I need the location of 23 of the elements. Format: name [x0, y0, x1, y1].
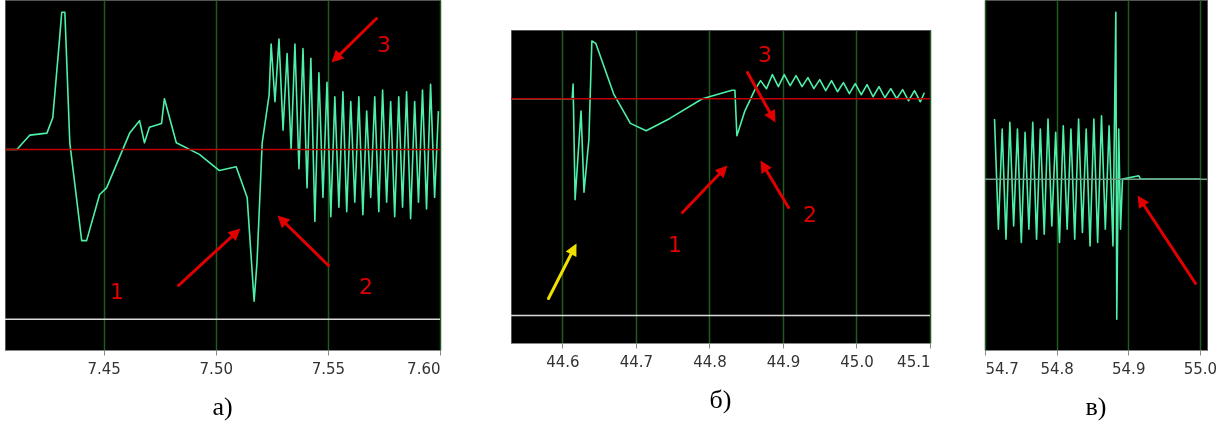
x-tick-label: 54.9	[1112, 359, 1146, 378]
x-tick-label: 54.7	[985, 359, 1019, 378]
annotation: 1	[110, 279, 124, 304]
annotation: 3	[377, 32, 391, 57]
x-tick-label: 44.8	[693, 352, 727, 371]
x-tick-label: 44.6	[546, 352, 580, 371]
x-tick-label: 44.7	[619, 352, 654, 371]
x-tick-label: 7.45	[87, 359, 121, 378]
text: 1	[668, 232, 682, 257]
x-tick-label: 45.1	[897, 352, 931, 371]
text: а)	[212, 392, 233, 421]
x-tick-label: 7.55	[311, 359, 346, 378]
annotation: 2	[359, 274, 373, 299]
text: б)	[709, 385, 732, 414]
annotation: 3	[758, 42, 772, 67]
x-tick-label: 44.9	[766, 352, 801, 371]
x-tick-label: 54.8	[1040, 359, 1074, 378]
x-tick-label: 7.60	[407, 359, 441, 378]
x-tick-label: 7.50	[199, 359, 233, 378]
text: 2	[803, 202, 817, 227]
x-tick-label: 45.0	[840, 352, 874, 371]
text: в)	[1085, 392, 1107, 421]
x-tick-label: 55.0	[1183, 359, 1218, 378]
